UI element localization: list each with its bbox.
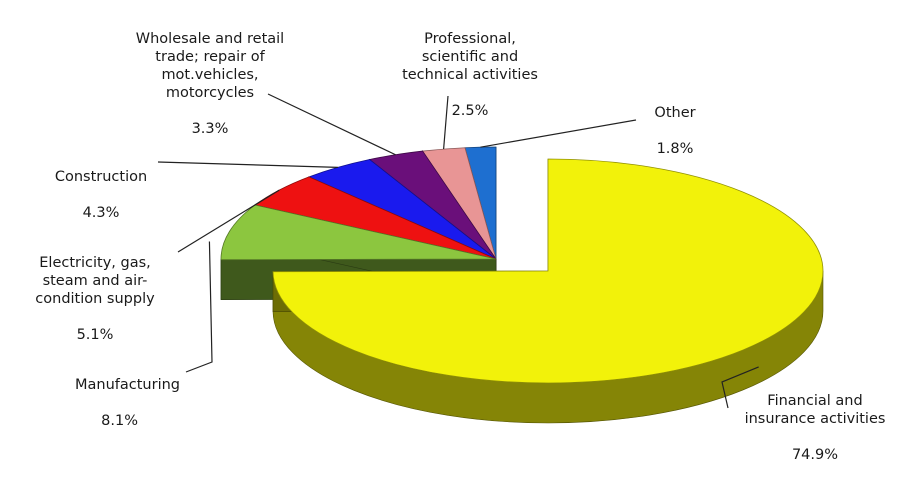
slice-label-electricity-name: Electricity, gas, steam and air- conditi… [10, 254, 180, 308]
slice-label-professional-value: 2.5% [375, 102, 565, 120]
leader-line-construction [158, 162, 338, 167]
slice-label-wholesale: Wholesale and retail trade; repair of mo… [110, 12, 310, 156]
slice-label-manufacturing-name: Manufacturing [30, 376, 180, 394]
slice-label-manufacturing: Manufacturing 8.1% [30, 358, 180, 448]
slice-label-financial: Financial and insurance activities 74.9% [720, 374, 910, 482]
slice-label-electricity: Electricity, gas, steam and air- conditi… [10, 236, 180, 362]
leader-line-manufacturing [186, 241, 212, 372]
slice-label-construction-value: 4.3% [36, 204, 166, 222]
slice-label-electricity-value: 5.1% [10, 326, 180, 344]
slice-label-financial-value: 74.9% [720, 446, 910, 464]
slice-label-professional: Professional, scientific and technical a… [375, 12, 565, 138]
slice-label-wholesale-name: Wholesale and retail trade; repair of mo… [110, 30, 310, 102]
slice-label-construction-name: Construction [36, 168, 166, 186]
slice-label-financial-name: Financial and insurance activities [720, 392, 910, 428]
slice-label-construction: Construction 4.3% [36, 150, 166, 240]
slice-label-other: Other 1.8% [640, 86, 710, 176]
pie-chart: Financial and insurance activities 74.9%… [0, 0, 910, 431]
slice-label-other-value: 1.8% [640, 140, 710, 158]
slice-label-other-name: Other [640, 104, 710, 122]
slice-label-professional-name: Professional, scientific and technical a… [375, 30, 565, 84]
slice-label-manufacturing-value: 8.1% [30, 412, 180, 430]
slice-label-wholesale-value: 3.3% [110, 120, 310, 138]
